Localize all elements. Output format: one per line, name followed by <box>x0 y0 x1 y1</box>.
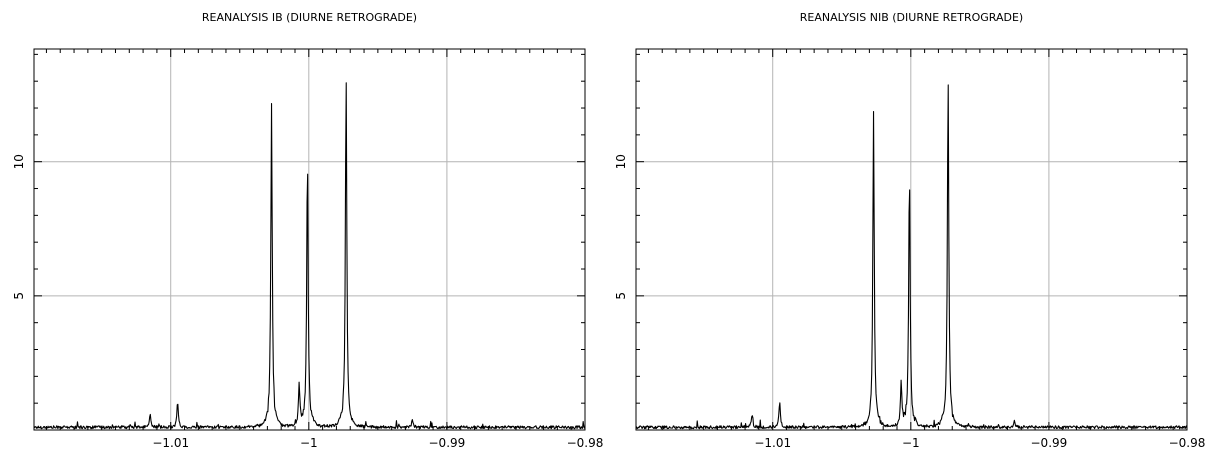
chart-title: REANALYSIS IB (DIURNE RETROGRADE) <box>202 11 417 24</box>
x-tick-label: −1.01 <box>754 436 791 450</box>
y-tick-label: 10 <box>614 154 628 169</box>
chart-panel-1: REANALYSIS IB (DIURNE RETROGRADE) −1.01 −1… <box>12 11 603 450</box>
y-tick-label: 10 <box>12 154 26 169</box>
x-tick-label: −1 <box>300 436 318 450</box>
chart-panel-2: REANALYSIS NIB (DIURNE RETROGRADE) −1.01 −… <box>614 11 1205 450</box>
x-tick-label: −0.98 <box>567 436 604 450</box>
x-tick-label: −1 <box>902 436 920 450</box>
x-tick-label: −1.01 <box>152 436 189 450</box>
chart-title: REANALYSIS NIB (DIURNE RETROGRADE) <box>800 11 1023 24</box>
y-tick-label: 5 <box>614 292 628 300</box>
spectrum-line <box>33 82 586 430</box>
x-tick-label: −0.98 <box>1169 436 1206 450</box>
y-tick-label: 5 <box>12 292 26 300</box>
x-tick-label: −0.99 <box>1031 436 1068 450</box>
x-tick-label: −0.99 <box>429 436 466 450</box>
spectrum-line <box>635 84 1188 430</box>
plot-frame <box>33 48 586 431</box>
plot-frame <box>635 48 1188 431</box>
